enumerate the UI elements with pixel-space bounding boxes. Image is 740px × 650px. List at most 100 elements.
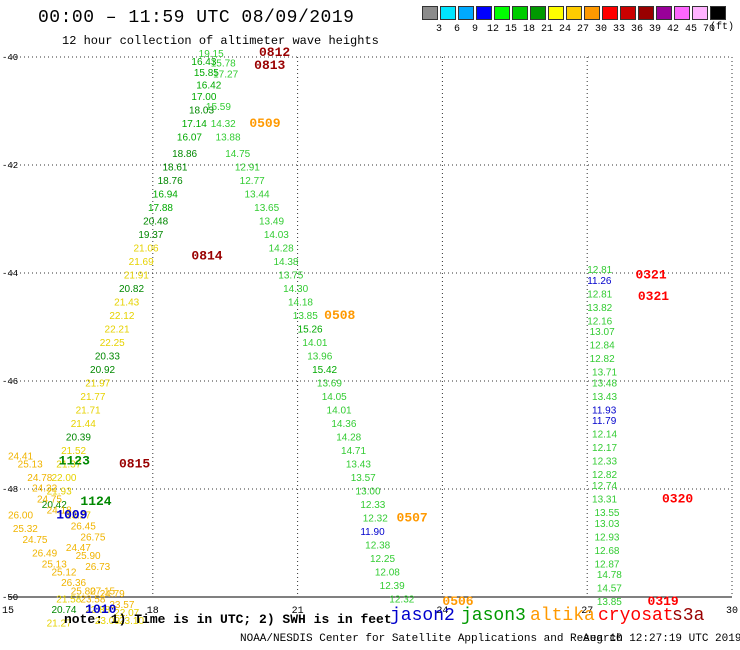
satellite-legend-s3a: s3a [672, 606, 705, 626]
swh-value-label: 12.25 [370, 554, 395, 565]
swh-value-label: 25.13 [42, 559, 67, 570]
swh-value-label: 22.25 [100, 338, 125, 349]
time-label: 0812 [259, 45, 290, 60]
swh-value-label: 11.79 [592, 416, 617, 427]
swh-value-label: 15.85 [194, 68, 219, 79]
swh-value-label: 22.00 [51, 473, 76, 484]
time-label: 0813 [254, 58, 285, 73]
scale-swatch [584, 6, 600, 20]
scale-label: 18 [522, 24, 535, 35]
swh-value-label: 14.75 [225, 149, 250, 160]
scale-label: 45 [684, 24, 697, 35]
scale-swatch [656, 6, 672, 20]
swh-value-label: 13.85 [293, 311, 318, 322]
swh-value-label: 13.82 [587, 303, 612, 314]
swh-value-label: 20.33 [95, 351, 120, 362]
swh-value-label: 12.82 [590, 354, 615, 365]
swh-value-label: 12.77 [240, 176, 265, 187]
swh-value-label: 12.33 [592, 457, 617, 468]
axis-ticks: 15 18 21 24 27 30 -40 -42 -44 -46 -48 -50 [2, 53, 738, 617]
satellite-legend-jason3: jason3 [461, 606, 526, 626]
swh-value-label: 16.94 [153, 189, 178, 200]
swh-value-label: 12.87 [594, 559, 619, 570]
swh-value-label: 14.30 [283, 284, 308, 295]
data-labels: 19.1516.4315.7815.8517.2716.4217.0015.59… [8, 49, 622, 630]
swh-value-label: 13.75 [278, 270, 303, 281]
swh-value-label: 23.58 [80, 594, 105, 605]
scale-swatch [512, 6, 528, 20]
swh-value-label: 21.91 [124, 270, 149, 281]
scale-swatch [548, 6, 564, 20]
scale-swatch [458, 6, 474, 20]
swh-value-label: 13.65 [254, 203, 279, 214]
scale-label: 24 [558, 24, 571, 35]
swh-value-label: 25.90 [76, 551, 101, 562]
scale-swatch [476, 6, 492, 20]
swh-value-label: 11.93 [592, 405, 617, 416]
swh-value-label: 20.92 [90, 365, 115, 376]
swh-value-label: 16.42 [196, 80, 221, 91]
swh-value-label: 21.27 [47, 619, 72, 630]
swh-value-label: 13.03 [594, 519, 619, 530]
time-label: 1123 [59, 454, 90, 469]
swh-value-label: 14.36 [331, 419, 356, 430]
swh-value-label: 21.71 [76, 405, 101, 416]
swh-value-label: 12.33 [360, 500, 385, 511]
swh-value-label: 15.59 [206, 102, 231, 113]
swh-value-label: 13.07 [590, 327, 615, 338]
scale-label: 42 [666, 24, 679, 35]
swh-value-label: 25.80 [71, 586, 96, 597]
swh-value-label: 12.32 [389, 594, 414, 605]
swh-value-label: 24.79 [100, 589, 125, 600]
swh-value-label: 14.57 [597, 584, 622, 595]
swh-value-label: 19.37 [138, 230, 163, 241]
y-tick-label: -42 [2, 161, 18, 171]
swh-value-label: 20.82 [119, 284, 144, 295]
swh-value-label: 13.57 [351, 473, 376, 484]
scale-label: 21 [540, 24, 553, 35]
time-label: 0815 [119, 456, 150, 471]
scale-swatch [566, 6, 582, 20]
swh-value-label: 18.86 [172, 149, 197, 160]
swh-value-label: 17.00 [191, 92, 216, 103]
scale-label: 33 [612, 24, 625, 35]
swh-value-label: 12.39 [380, 581, 405, 592]
satellite-legend-altika: altika [530, 606, 595, 626]
swh-value-label: 14.32 [211, 119, 236, 130]
swh-value-label: 24.75 [22, 535, 47, 546]
time-label: 1009 [56, 508, 87, 523]
swh-value-label: 24.75 [37, 495, 62, 506]
scale-swatch [638, 6, 654, 20]
scale-label: 3 [435, 24, 442, 35]
swh-value-label: 21.58 [56, 594, 81, 605]
time-label: 1010 [85, 602, 116, 617]
swh-value-label: 12.81 [587, 265, 612, 276]
swh-value-label: 27.15 [90, 586, 115, 597]
scale-swatch [710, 6, 726, 20]
swh-value-label: 23.10 [119, 616, 144, 627]
scale-label: 12 [486, 24, 499, 35]
swh-value-label: 12.08 [375, 567, 400, 578]
y-tick-label: -50 [2, 593, 18, 603]
scale-label: 27 [576, 24, 589, 35]
time-label: 0508 [324, 308, 355, 323]
swh-value-label: 14.38 [273, 257, 298, 268]
swh-value-label: 21.93 [47, 486, 72, 497]
swh-value-label: 24.41 [8, 451, 33, 462]
swh-value-label: 25.32 [13, 524, 38, 535]
x-tick-label: 24 [436, 606, 448, 617]
swh-value-label: 13.55 [594, 508, 619, 519]
swh-value-label: 14.28 [336, 432, 361, 443]
swh-value-label: 16.43 [191, 57, 216, 68]
swh-value-label: 13.43 [346, 459, 371, 470]
swh-value-label: 12.81 [587, 289, 612, 300]
scale-swatch [494, 6, 510, 20]
swh-value-label: 13.00 [356, 486, 381, 497]
swh-value-label: 26.36 [61, 578, 86, 589]
scale-label: 36 [630, 24, 643, 35]
swh-value-label: 21.52 [61, 446, 86, 457]
footer-credit: NOAA/NESDIS Center for Satellite Applica… [240, 633, 623, 645]
swh-value-label: 21.77 [80, 392, 105, 403]
